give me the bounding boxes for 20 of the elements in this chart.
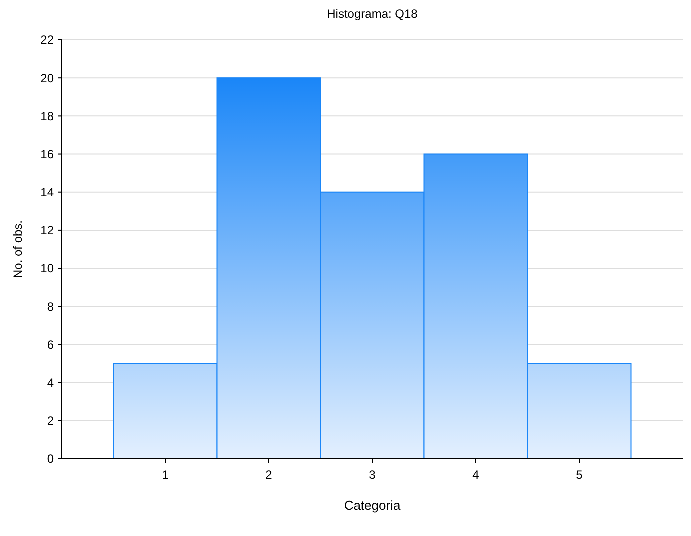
y-tick-label: 18: [40, 109, 54, 124]
chart-title: Histograma: Q18: [327, 7, 418, 21]
y-tick-label: 12: [40, 224, 54, 238]
x-axis-title: Categoria: [344, 498, 402, 513]
x-tick-label: 1: [162, 468, 170, 482]
y-axis-title: No. of obs.: [11, 220, 25, 279]
y-tick-label: 2: [47, 414, 54, 428]
y-tick-label: 20: [40, 71, 54, 86]
y-tick-label: 14: [40, 186, 54, 200]
y-tick-label: 0: [47, 452, 54, 466]
y-tick-label: 16: [40, 147, 54, 162]
y-tick-label: 6: [47, 338, 54, 352]
y-tick-label: 4: [47, 376, 54, 390]
x-tick-label: 5: [576, 468, 584, 482]
x-tick-label: 4: [472, 468, 480, 482]
y-tick-label: 10: [40, 262, 54, 276]
x-tick-label: 2: [266, 468, 273, 482]
x-tick-label: 3: [369, 468, 376, 482]
y-tick-label: 22: [40, 33, 54, 48]
y-tick-label: 8: [47, 300, 54, 314]
